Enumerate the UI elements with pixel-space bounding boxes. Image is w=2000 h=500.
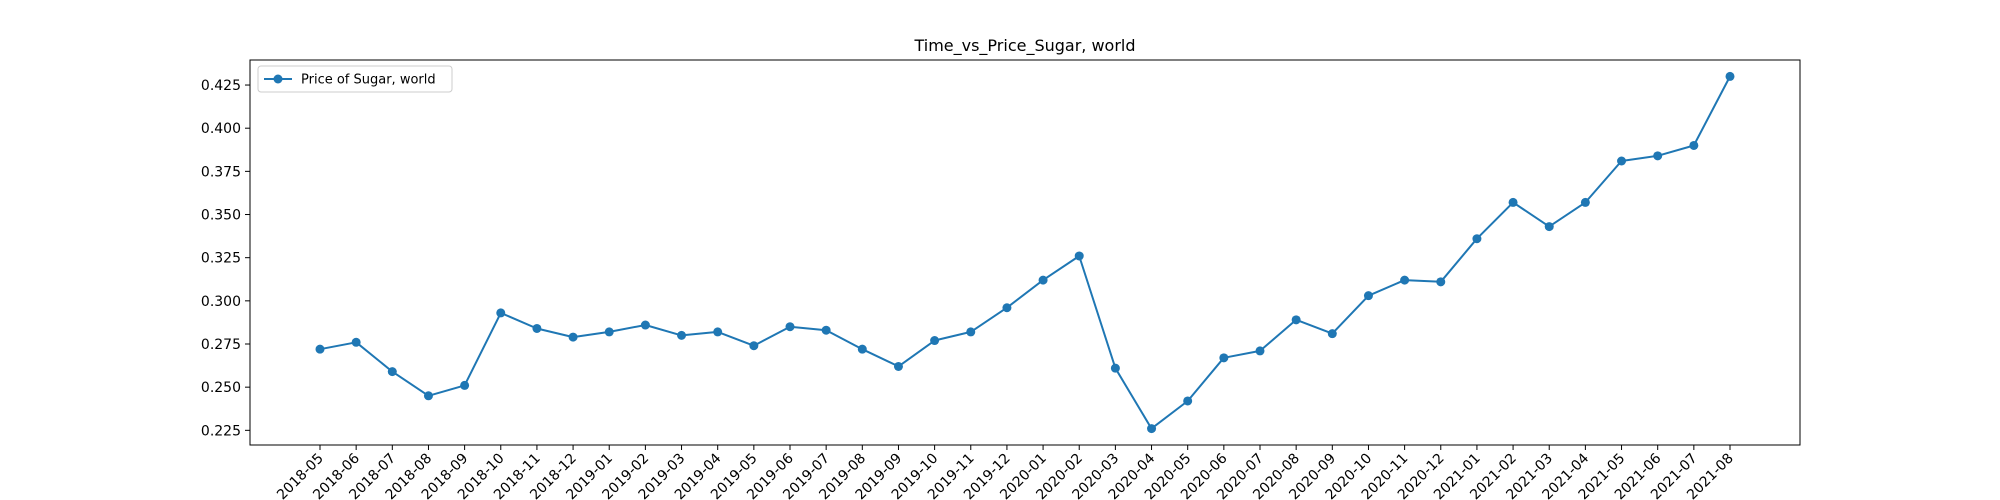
data-point	[966, 327, 976, 337]
data-point	[1725, 71, 1735, 81]
y-tick-label: 0.400	[201, 121, 241, 137]
data-point	[496, 308, 506, 318]
data-point	[930, 336, 940, 346]
y-tick-label: 0.425	[201, 78, 241, 94]
data-point	[749, 341, 759, 351]
data-point	[1074, 251, 1084, 261]
data-point	[1255, 346, 1265, 356]
data-point	[1183, 396, 1193, 406]
legend-box	[257, 65, 453, 93]
series-line	[319, 75, 1731, 430]
data-point	[1508, 197, 1518, 207]
plot-area	[250, 60, 1800, 445]
y-tick-label: 0.375	[201, 164, 241, 180]
data-point	[315, 344, 325, 354]
data-point	[785, 322, 795, 332]
legend-label: Price of Sugar, world	[301, 73, 436, 88]
y-tick-label: 0.250	[201, 380, 241, 396]
data-point	[893, 361, 903, 371]
legend-marker	[273, 74, 283, 84]
data-point	[821, 325, 831, 335]
legend: Price of Sugar, world	[257, 65, 453, 93]
data-point	[857, 344, 867, 354]
y-tick-label: 0.325	[201, 251, 241, 267]
data-point	[1689, 140, 1699, 150]
data-point	[677, 330, 687, 340]
y-axis: 0.225 0.250 0.275 0.300 0.325 0.350 0.375 0.400…	[201, 78, 250, 439]
data-point	[460, 380, 470, 390]
data-point	[1653, 151, 1663, 161]
data-point	[1363, 291, 1373, 301]
data-point	[1110, 363, 1120, 373]
data-point	[1291, 315, 1301, 325]
data-point	[1147, 424, 1157, 434]
data-point	[1436, 277, 1446, 287]
data-point	[532, 323, 542, 333]
data-point	[1617, 156, 1627, 166]
data-point	[1580, 197, 1590, 207]
data-point	[1327, 329, 1337, 339]
data-point	[604, 327, 614, 337]
data-point	[1038, 275, 1048, 285]
data-point	[1472, 234, 1482, 244]
chart-title: Time_vs_Price_Sugar, world	[913, 36, 1135, 56]
data-point	[568, 332, 578, 342]
data-point	[1544, 222, 1554, 232]
y-tick-label: 0.350	[201, 208, 241, 224]
plot-frame	[249, 59, 1801, 446]
data-point	[387, 367, 397, 377]
series-price-of-sugar-world	[315, 71, 1735, 434]
data-point	[713, 327, 723, 337]
data-point	[1002, 303, 1012, 313]
data-point	[1219, 353, 1229, 363]
data-point	[640, 320, 650, 330]
y-tick-label: 0.300	[201, 294, 241, 310]
data-point	[1400, 275, 1410, 285]
data-point	[423, 391, 433, 401]
data-point	[351, 337, 361, 347]
y-tick-label: 0.225	[201, 423, 241, 439]
y-tick-label: 0.275	[201, 337, 241, 353]
